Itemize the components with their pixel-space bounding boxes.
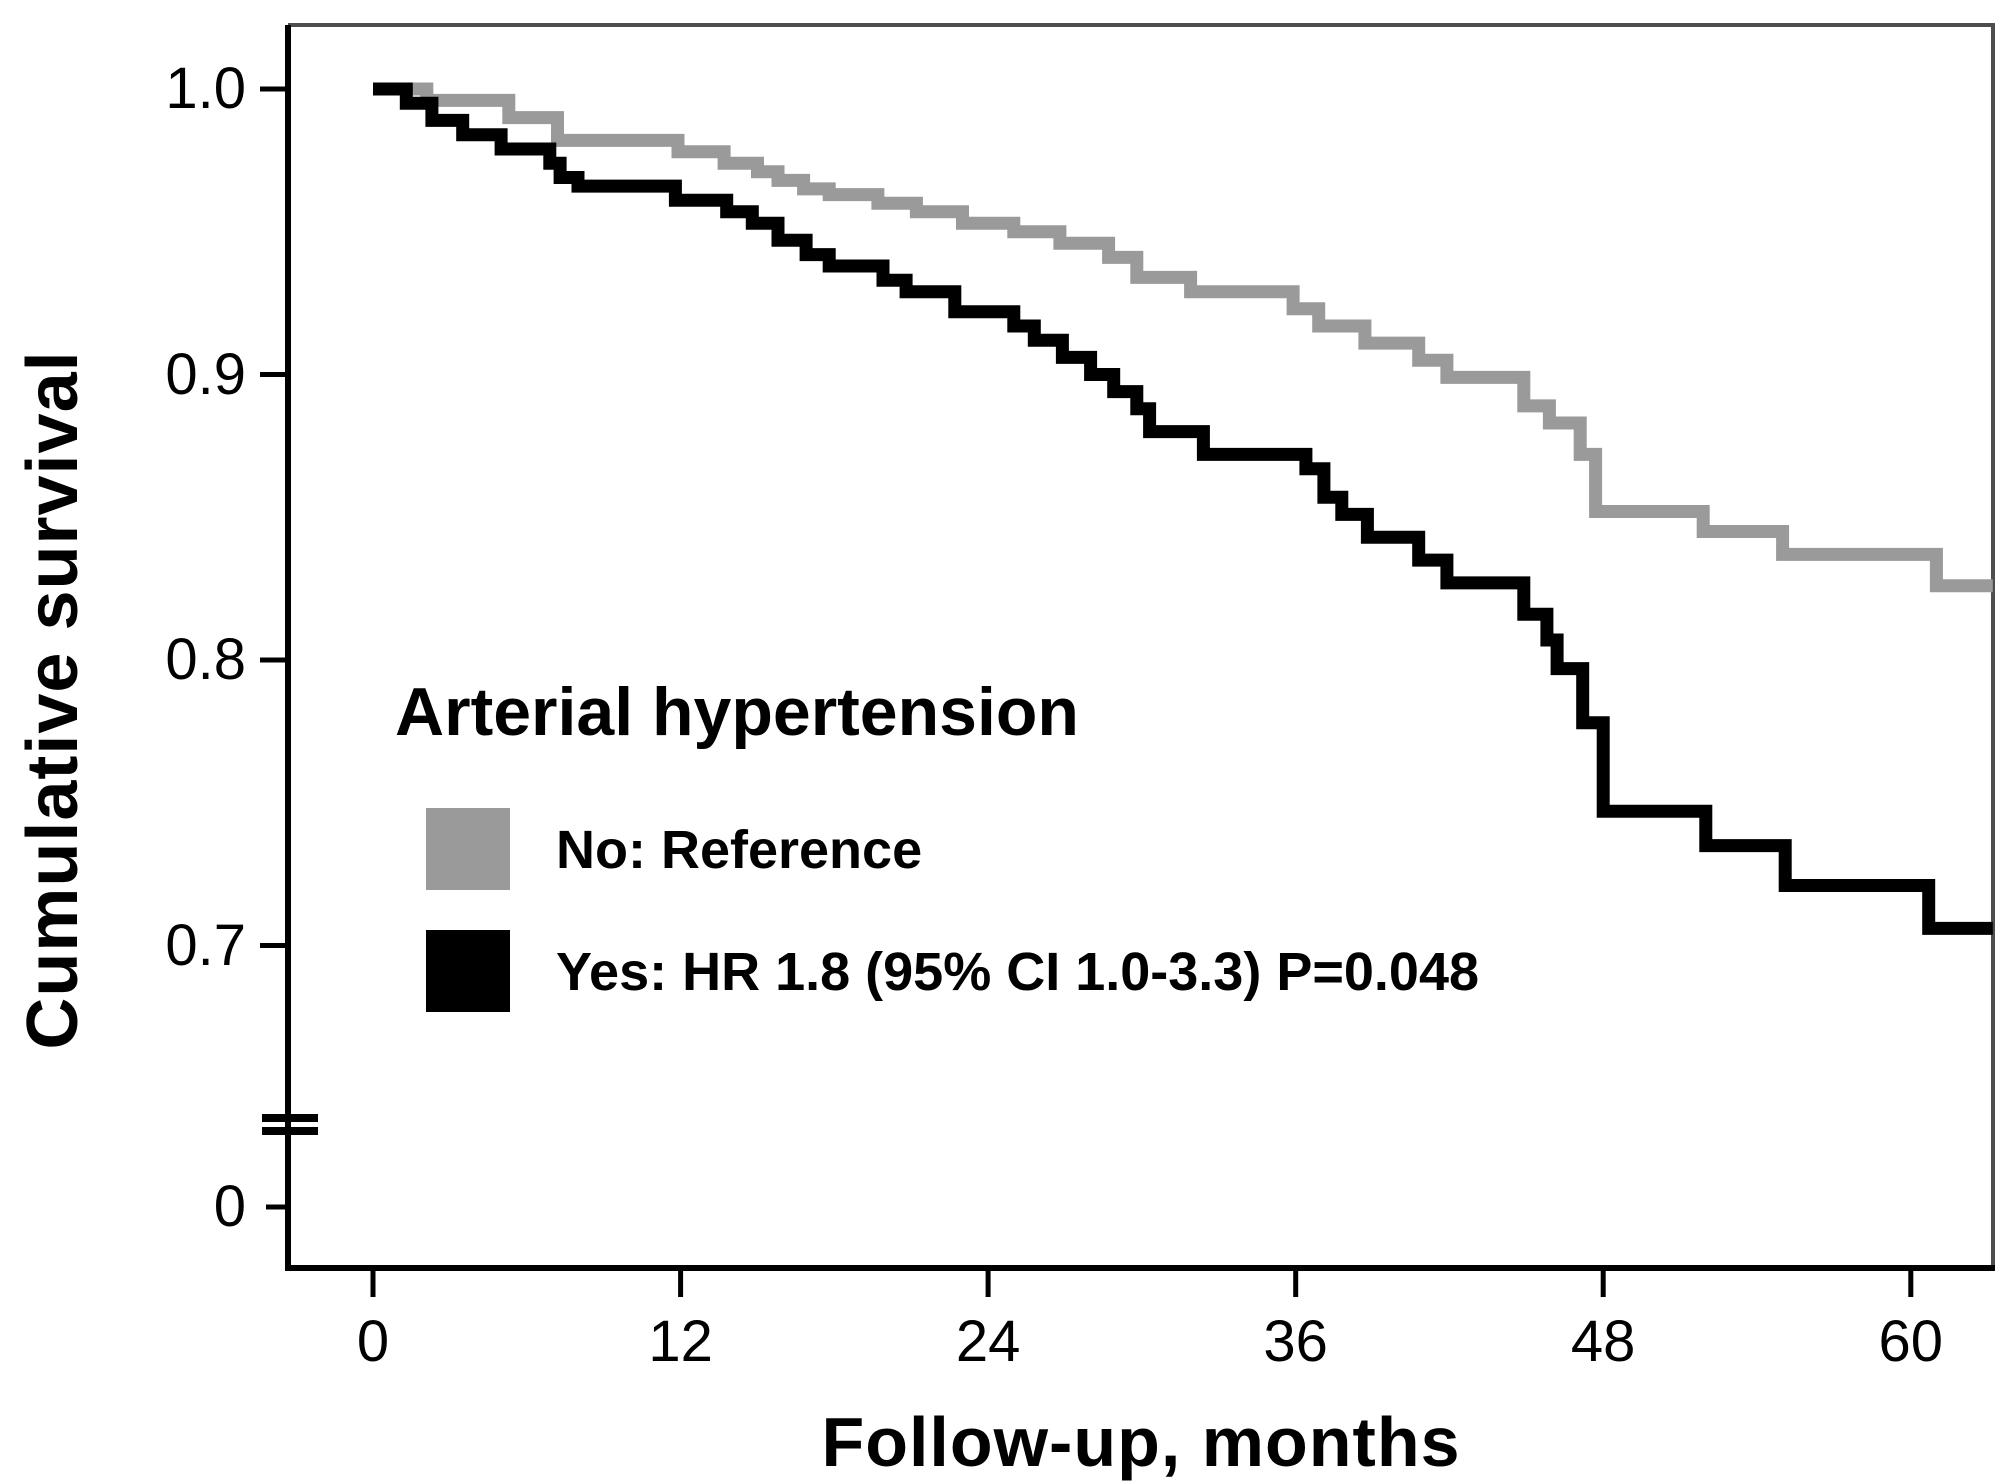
- x-tick-label: 0: [356, 1309, 390, 1374]
- km-curve-yes-hypertension: [373, 82, 1993, 935]
- x-tick-label: 24: [955, 1309, 1021, 1374]
- y-axis-title: Cumulative survival: [13, 350, 93, 1050]
- x-tick-label: 12: [648, 1309, 713, 1374]
- y-tick-label: 0.8: [165, 627, 246, 692]
- y-tick-label: 0: [213, 1174, 246, 1239]
- legend-title: Arterial hypertension: [395, 674, 1079, 750]
- legend-item-label-no: No: Reference: [556, 820, 923, 880]
- y-axis-break-icon: [262, 1114, 318, 1135]
- x-tick-label: 36: [1263, 1309, 1328, 1374]
- y-tick-label: 0.7: [165, 912, 246, 978]
- x-tick-label: 60: [1878, 1309, 1944, 1374]
- y-tick-label: 0.9: [165, 341, 246, 407]
- km-curve-no-hypertension: [373, 82, 1993, 593]
- x-axis-ticks: [370, 1270, 1914, 1297]
- legend-item-label-yes: Yes: HR 1.8 (95% CI 1.0-3.3) P=0.048: [556, 942, 1480, 1002]
- legend-swatch-no: [426, 808, 510, 890]
- x-tick-label: 48: [1570, 1309, 1636, 1374]
- y-axis-ticks: [260, 86, 286, 1210]
- legend-swatch-yes: [426, 930, 510, 1012]
- x-axis-title: Follow-up, months: [821, 1403, 1461, 1481]
- y-tick-label: 1.0: [165, 56, 246, 121]
